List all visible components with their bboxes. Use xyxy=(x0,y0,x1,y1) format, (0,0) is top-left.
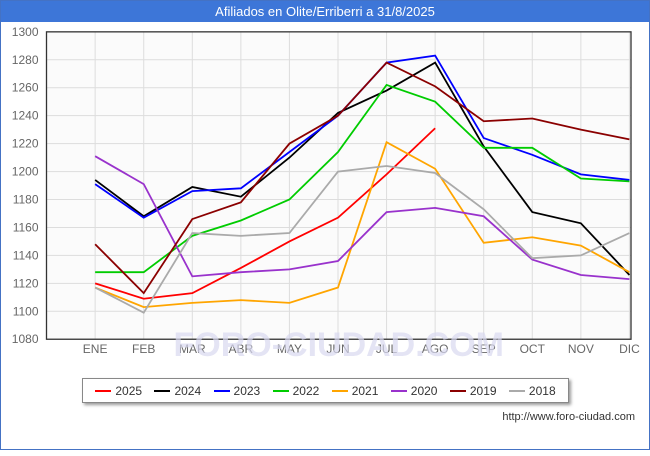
svg-text:DIC: DIC xyxy=(619,342,640,356)
svg-text:1200: 1200 xyxy=(12,165,39,179)
svg-text:1220: 1220 xyxy=(12,137,39,151)
svg-text:OCT: OCT xyxy=(520,342,546,356)
svg-text:1080: 1080 xyxy=(12,332,39,346)
svg-text:NOV: NOV xyxy=(568,342,594,356)
svg-text:1280: 1280 xyxy=(12,53,39,67)
svg-text:1180: 1180 xyxy=(13,193,39,207)
svg-text:1240: 1240 xyxy=(12,109,39,123)
svg-text:1300: 1300 xyxy=(12,25,39,39)
svg-text:FORO-CIUDAD.COM: FORO-CIUDAD.COM xyxy=(173,326,504,364)
svg-text:1260: 1260 xyxy=(12,81,39,95)
svg-text:FEB: FEB xyxy=(132,342,155,356)
svg-text:ENE: ENE xyxy=(83,342,108,356)
svg-text:1100: 1100 xyxy=(13,304,39,318)
svg-text:1160: 1160 xyxy=(13,220,39,234)
svg-text:1120: 1120 xyxy=(13,276,39,290)
svg-text:1140: 1140 xyxy=(13,248,39,262)
